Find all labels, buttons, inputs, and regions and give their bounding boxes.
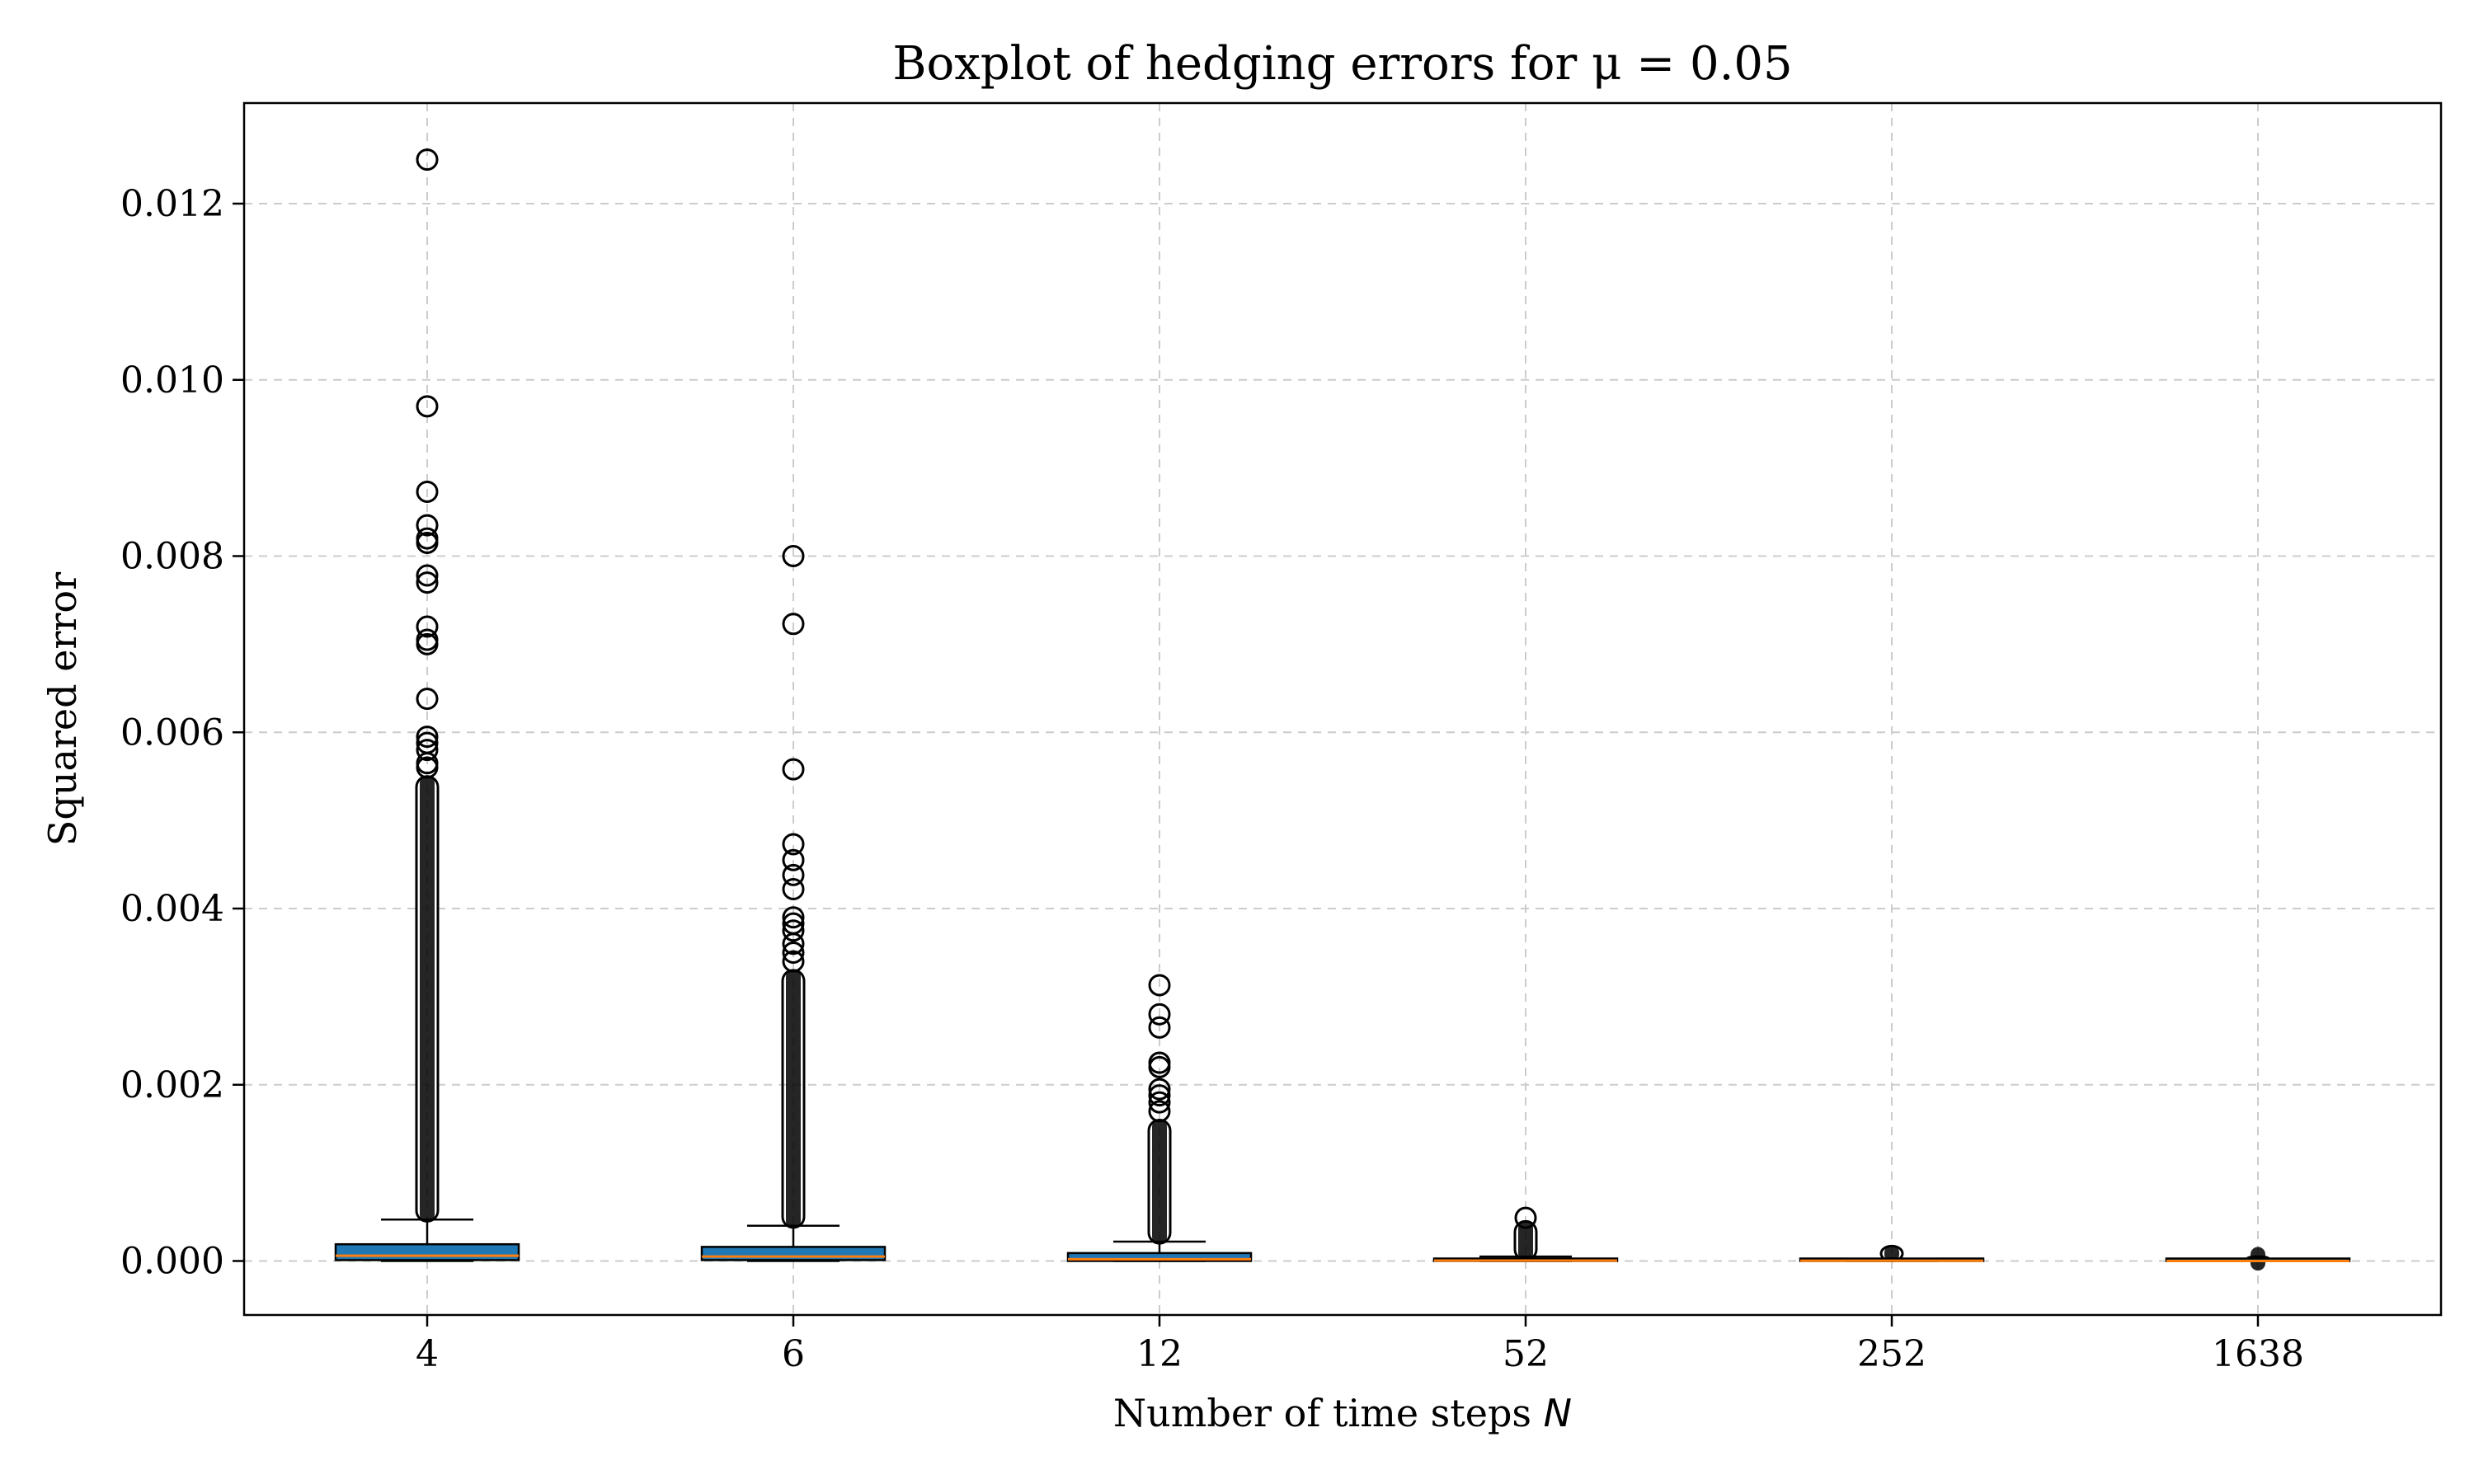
box-layer: [334, 148, 2351, 1271]
flier-point: [782, 863, 805, 886]
x-axis-label: Number of time steps N: [1113, 1391, 1572, 1435]
flier-point: [1148, 1078, 1171, 1101]
flier-point: [1148, 974, 1171, 997]
flier-point: [416, 514, 439, 537]
x-tick-label: 1638: [2212, 1333, 2304, 1375]
flier-point: [416, 571, 439, 594]
flier-point: [1148, 1100, 1171, 1123]
flier-point: [416, 564, 439, 587]
flier-point: [782, 833, 805, 856]
x-tick-label: 12: [1136, 1333, 1183, 1375]
flier-point: [1148, 1016, 1171, 1039]
flier-point: [1148, 1091, 1171, 1114]
y-tick-label: 0.000: [120, 1241, 224, 1283]
x-axis: 4 6 12 52 252 1638: [416, 1315, 2304, 1375]
flier-point: [416, 726, 439, 749]
x-tick-label: 252: [1857, 1333, 1926, 1375]
y-tick-label: 0.004: [120, 888, 224, 930]
flier-point: [782, 877, 805, 900]
flier-point: [416, 632, 439, 655]
flier-point: [416, 756, 439, 779]
flier-point: [782, 545, 805, 567]
flier-point: [782, 941, 805, 964]
box-group-4: [334, 148, 520, 1262]
box-group-6: [700, 545, 887, 1262]
plot-frame: [242, 101, 2443, 1317]
y-axis: 0.000 0.002 0.004 0.006 0.008 0.010 0.012: [120, 183, 244, 1283]
iqr-box: [334, 1242, 520, 1261]
flier-point: [416, 739, 439, 762]
flier-point: [416, 531, 439, 554]
x-tick-label: 4: [416, 1333, 439, 1375]
chart-title: Boxplot of hedging errors for μ = 0.05: [892, 37, 1792, 91]
iqr-box: [1066, 1252, 1253, 1262]
box-group-252: [1799, 1244, 1985, 1263]
flier-point: [782, 848, 805, 871]
flier-point: [782, 919, 805, 942]
flier-point: [1514, 1206, 1537, 1229]
flier-point: [416, 148, 439, 171]
box-group-12: [1066, 974, 1253, 1262]
flier-point: [782, 613, 805, 636]
y-tick-label: 0.006: [120, 711, 224, 754]
iqr-box: [700, 1246, 887, 1261]
flier-point: [782, 932, 805, 956]
flier-point: [1148, 1003, 1171, 1026]
flier-point: [1148, 1055, 1171, 1078]
flier-point: [416, 395, 439, 418]
flier-point: [782, 906, 805, 929]
y-axis-label: Squared error: [40, 572, 85, 846]
flier-point: [782, 950, 805, 973]
x-tick-label: 6: [782, 1333, 805, 1375]
y-tick-label: 0.002: [120, 1064, 224, 1106]
flier-point: [782, 758, 805, 781]
x-tick-label: 52: [1503, 1333, 1549, 1375]
y-tick-label: 0.012: [120, 183, 224, 225]
flier-point: [1148, 1084, 1171, 1107]
flier-point: [416, 688, 439, 711]
flier-point: [416, 615, 439, 638]
box-group-52: [1432, 1206, 1619, 1262]
y-tick-label: 0.010: [120, 359, 224, 402]
box-group-1638: [2165, 1247, 2351, 1271]
flier-point: [416, 480, 439, 503]
y-tick-label: 0.008: [120, 536, 224, 578]
